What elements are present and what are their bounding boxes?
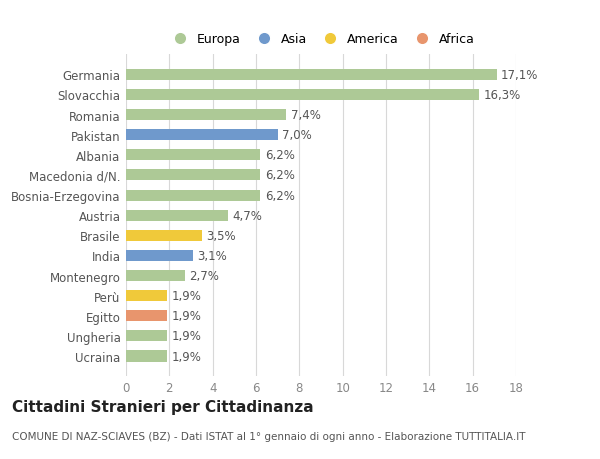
Bar <box>126 130 278 141</box>
Text: 6,2%: 6,2% <box>265 169 295 182</box>
Bar <box>126 190 260 201</box>
Bar <box>126 250 193 262</box>
Text: 2,7%: 2,7% <box>189 269 219 282</box>
Text: 7,0%: 7,0% <box>282 129 312 142</box>
Bar <box>126 210 228 221</box>
Bar <box>126 70 497 81</box>
Text: 6,2%: 6,2% <box>265 149 295 162</box>
Text: Cittadini Stranieri per Cittadinanza: Cittadini Stranieri per Cittadinanza <box>12 399 314 414</box>
Text: 1,9%: 1,9% <box>172 330 202 343</box>
Text: 1,9%: 1,9% <box>172 290 202 302</box>
Text: 6,2%: 6,2% <box>265 189 295 202</box>
Text: 7,4%: 7,4% <box>290 109 320 122</box>
Bar <box>126 90 479 101</box>
Text: 4,7%: 4,7% <box>232 209 262 222</box>
Bar <box>126 150 260 161</box>
Bar <box>126 110 286 121</box>
Bar <box>126 351 167 362</box>
Text: 3,1%: 3,1% <box>197 249 227 263</box>
Text: 1,9%: 1,9% <box>172 310 202 323</box>
Bar <box>126 291 167 302</box>
Bar <box>126 330 167 341</box>
Text: 1,9%: 1,9% <box>172 350 202 363</box>
Legend: Europa, Asia, America, Africa: Europa, Asia, America, Africa <box>163 29 479 50</box>
Bar <box>126 311 167 322</box>
Text: 17,1%: 17,1% <box>501 69 538 82</box>
Text: COMUNE DI NAZ-SCIAVES (BZ) - Dati ISTAT al 1° gennaio di ogni anno - Elaborazion: COMUNE DI NAZ-SCIAVES (BZ) - Dati ISTAT … <box>12 431 526 442</box>
Text: 16,3%: 16,3% <box>484 89 521 102</box>
Bar <box>126 170 260 181</box>
Text: 3,5%: 3,5% <box>206 230 236 242</box>
Bar <box>126 270 185 281</box>
Bar <box>126 230 202 241</box>
